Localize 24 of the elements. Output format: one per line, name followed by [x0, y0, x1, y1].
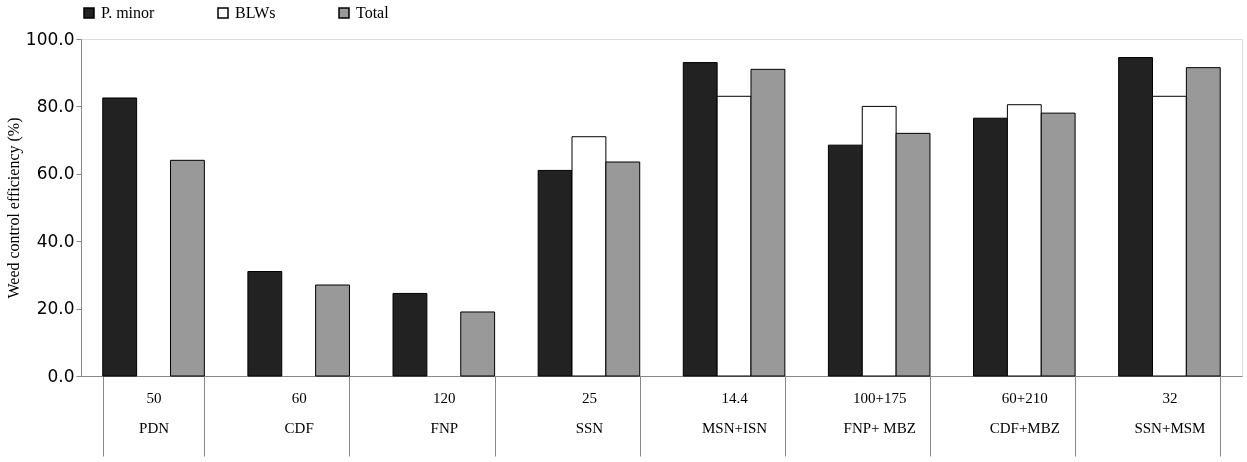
x-tick-label: 50 PDN	[139, 389, 170, 436]
bar	[102, 97, 138, 377]
legend-label: Total	[356, 4, 390, 21]
x-tick-label: 14.4 MSN+ISN	[701, 389, 768, 436]
y-tick-label: 60.0	[36, 163, 75, 184]
legend-label: BLWs	[235, 4, 276, 21]
bar	[392, 292, 428, 377]
x-tick-label: 25 SSN	[575, 389, 604, 436]
bar	[169, 159, 205, 377]
y-axis-title: Weed control efficiency (%)	[4, 117, 23, 299]
legend-label: P. minor	[101, 4, 156, 21]
bar	[315, 284, 350, 377]
y-tick-label: 80.0	[36, 95, 75, 116]
y-tick-label: 20.0	[36, 298, 75, 319]
x-tick-label: 60 CDF	[284, 389, 314, 436]
bar	[460, 311, 496, 377]
y-tick-label: 0.0	[47, 365, 75, 386]
y-tick-label: 100.0	[25, 28, 75, 49]
x-tick-label: 120 FNP	[430, 389, 459, 436]
x-tick-label: 32 SSN+MSM	[1134, 389, 1206, 436]
x-tick-label: 60+210 CDF+MBZ	[989, 389, 1060, 436]
bar	[247, 271, 283, 377]
y-tick-label: 40.0	[36, 230, 75, 251]
x-tick-label: 100+175 FNP+ MBZ	[843, 389, 916, 436]
